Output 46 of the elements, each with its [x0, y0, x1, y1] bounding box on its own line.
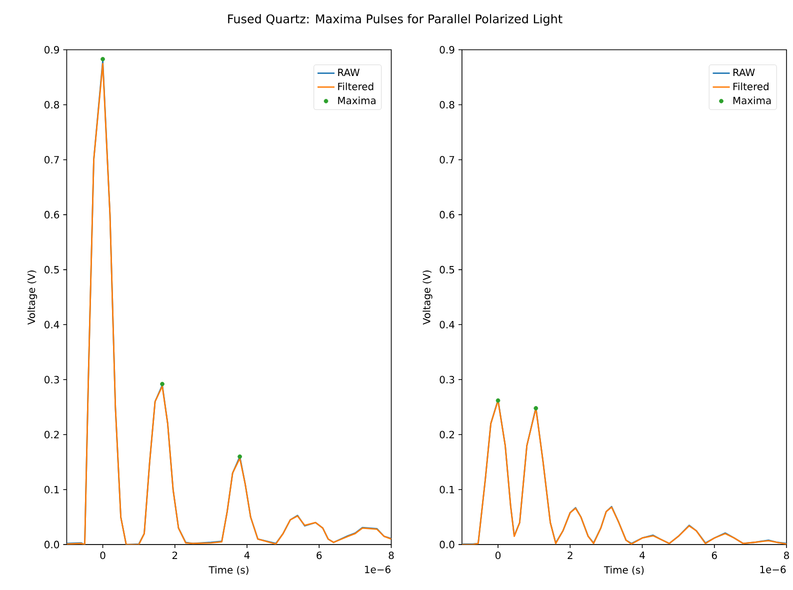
- y-tick-label: 0.0: [44, 540, 60, 548]
- x-axis-title: Time (s): [208, 566, 248, 575]
- y-tick-label: 0.3: [44, 376, 59, 384]
- x-axis-title: Time (s): [604, 566, 644, 575]
- y-tick-label: 0.5: [440, 266, 454, 274]
- x-tick-label: 8: [388, 551, 394, 559]
- point: [100, 56, 105, 62]
- y-tick-label: 0.3: [440, 376, 454, 384]
- y-tick-label: 0.9: [44, 46, 60, 54]
- text: 1e−6: [365, 565, 390, 574]
- point: [160, 382, 164, 386]
- x-tick-label: 0: [496, 551, 501, 559]
- y-tick-label: 0.7: [44, 156, 59, 164]
- y-tick-label: 0.4: [44, 320, 60, 328]
- y-tick-label: 0.2: [440, 430, 454, 438]
- y-axis-title: Voltage (V): [27, 270, 38, 324]
- y-tick-label: 0.1: [44, 486, 59, 494]
- x-tick-label: 6: [712, 551, 717, 559]
- y-tick-label: 0.7: [440, 156, 454, 164]
- y-tick-label: 0.2: [44, 430, 59, 438]
- legend-label: Filtered: [338, 82, 374, 90]
- x-tick-label: 4: [640, 551, 645, 559]
- text: 1e−6: [760, 565, 786, 574]
- y-tick-label: 0.5: [44, 266, 59, 274]
- x-tick-label: 6: [316, 551, 322, 559]
- y-tick-label: 0.6: [440, 210, 454, 218]
- y-axis-title: Voltage (V): [422, 270, 432, 324]
- y-tick-label: 0.8: [440, 100, 454, 108]
- y-tick-label: 0.6: [44, 210, 60, 218]
- legend-label: RAW: [338, 68, 360, 76]
- y-tick-label: 0.4: [440, 320, 454, 328]
- legend-label: Filtered: [733, 82, 768, 90]
- legend-label: Maxima: [733, 96, 771, 104]
- x-tick-label: 0: [100, 551, 106, 559]
- y-tick-label: 0.8: [44, 100, 60, 108]
- legend-label: Maxima: [338, 96, 376, 104]
- point: [238, 454, 242, 459]
- x-tick-label: 8: [784, 551, 790, 559]
- chart-title: Fused Quartz: Maxima Pulses for Parallel Polarized Light: [228, 14, 562, 26]
- y-tick-label: 0.9: [440, 46, 454, 54]
- x-tick-label: 2: [172, 551, 178, 559]
- legend-label: RAW: [733, 68, 755, 76]
- y-tick-label: 0.0: [440, 540, 454, 548]
- x-tick-label: 4: [244, 551, 250, 559]
- x-tick-label: 2: [568, 551, 572, 559]
- y-tick-label: 0.1: [440, 486, 454, 494]
